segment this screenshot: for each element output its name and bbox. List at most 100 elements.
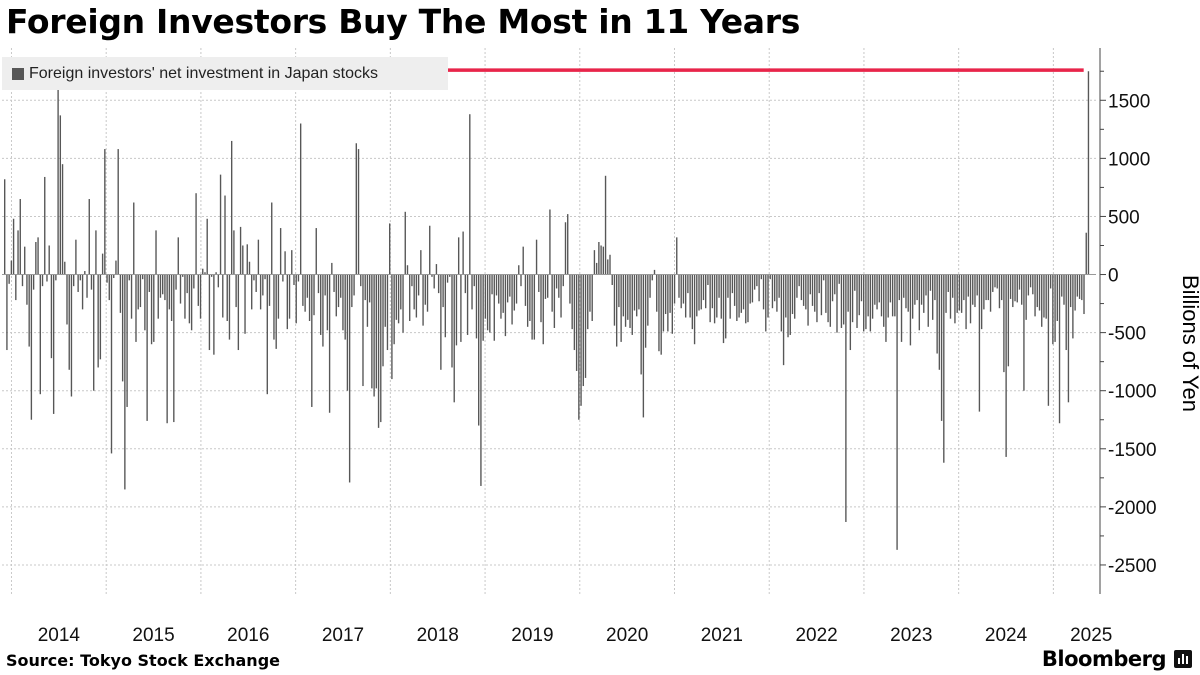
bar: [235, 274, 237, 308]
bar: [595, 262, 598, 275]
bar: [871, 274, 874, 319]
bar: [173, 274, 175, 423]
bar: [17, 230, 19, 275]
bar: [518, 265, 520, 275]
bar: [840, 274, 843, 328]
bar: [1041, 274, 1043, 327]
bar: [244, 274, 246, 334]
bar: [371, 274, 373, 389]
bar: [880, 274, 883, 317]
bar: [622, 274, 625, 317]
bar: [177, 237, 179, 275]
bar: [409, 274, 411, 321]
bar: [838, 274, 840, 284]
bar: [480, 274, 482, 486]
bar: [887, 274, 889, 318]
bar: [742, 274, 745, 310]
bar: [547, 274, 549, 298]
bar: [159, 274, 162, 298]
bar: [41, 274, 44, 287]
bar: [551, 274, 553, 312]
bar: [573, 274, 576, 351]
bar: [1012, 274, 1014, 308]
bar: [197, 274, 199, 306]
bar: [776, 274, 778, 312]
bar: [335, 274, 337, 317]
bar: [275, 274, 277, 349]
bar: [486, 274, 489, 331]
bar: [182, 274, 184, 277]
bar: [273, 274, 275, 340]
bar: [219, 174, 222, 275]
bar: [380, 274, 382, 423]
bar: [286, 274, 289, 330]
bar: [831, 274, 834, 302]
bar: [972, 274, 974, 305]
bar: [658, 274, 660, 352]
y-tick-label: -1000: [1108, 382, 1157, 403]
bar: [980, 274, 983, 330]
bar: [909, 274, 912, 346]
bar: [444, 274, 447, 338]
bar: [515, 274, 518, 304]
bar: [896, 274, 898, 550]
bar: [55, 274, 57, 281]
bar: [798, 274, 800, 287]
bar: [466, 274, 469, 335]
bar: [137, 274, 139, 310]
bar: [95, 230, 97, 275]
y-tick-label: -2000: [1108, 498, 1157, 519]
bar: [460, 274, 462, 342]
bar: [46, 274, 48, 282]
bar: [84, 271, 86, 275]
bar: [836, 274, 838, 333]
legend-label: Foreign investors' net investment in Jap…: [29, 64, 378, 82]
y-tick-label: -2500: [1108, 556, 1157, 577]
bar: [166, 274, 168, 424]
bar: [119, 274, 122, 313]
bar: [389, 223, 391, 275]
bar: [600, 245, 602, 275]
bar: [88, 199, 90, 275]
bar: [424, 274, 426, 305]
bar: [268, 274, 271, 306]
bar: [284, 251, 286, 275]
bar: [542, 274, 544, 345]
bar: [313, 274, 315, 316]
bar: [842, 274, 845, 325]
bar: [4, 179, 6, 275]
bar: [293, 274, 295, 285]
bar: [206, 218, 208, 275]
x-tick-label: 2015: [132, 625, 174, 646]
bar: [925, 274, 927, 296]
bar: [1043, 274, 1045, 318]
bar: [932, 274, 934, 320]
bar: [462, 231, 464, 275]
bar: [598, 242, 600, 275]
bar: [384, 274, 386, 327]
bar: [992, 274, 994, 292]
bar: [277, 274, 280, 319]
bar: [945, 274, 947, 313]
bar: [264, 274, 266, 280]
bloomberg-terminal-icon: [1174, 650, 1192, 668]
bar: [59, 115, 62, 275]
bar: [938, 274, 941, 370]
bar: [725, 274, 727, 339]
bar: [382, 274, 384, 367]
bar: [179, 274, 182, 304]
bar: [1047, 274, 1050, 406]
bar: [740, 274, 742, 313]
bar: [433, 274, 435, 289]
bar: [956, 274, 958, 313]
bar: [522, 246, 524, 275]
bar: [72, 274, 75, 287]
bar: [863, 274, 865, 332]
bar: [39, 274, 41, 395]
bar: [395, 274, 398, 320]
bar: [711, 274, 714, 309]
bar: [727, 274, 729, 298]
bar: [807, 274, 809, 326]
bar: [647, 274, 649, 326]
bar: [816, 274, 818, 323]
